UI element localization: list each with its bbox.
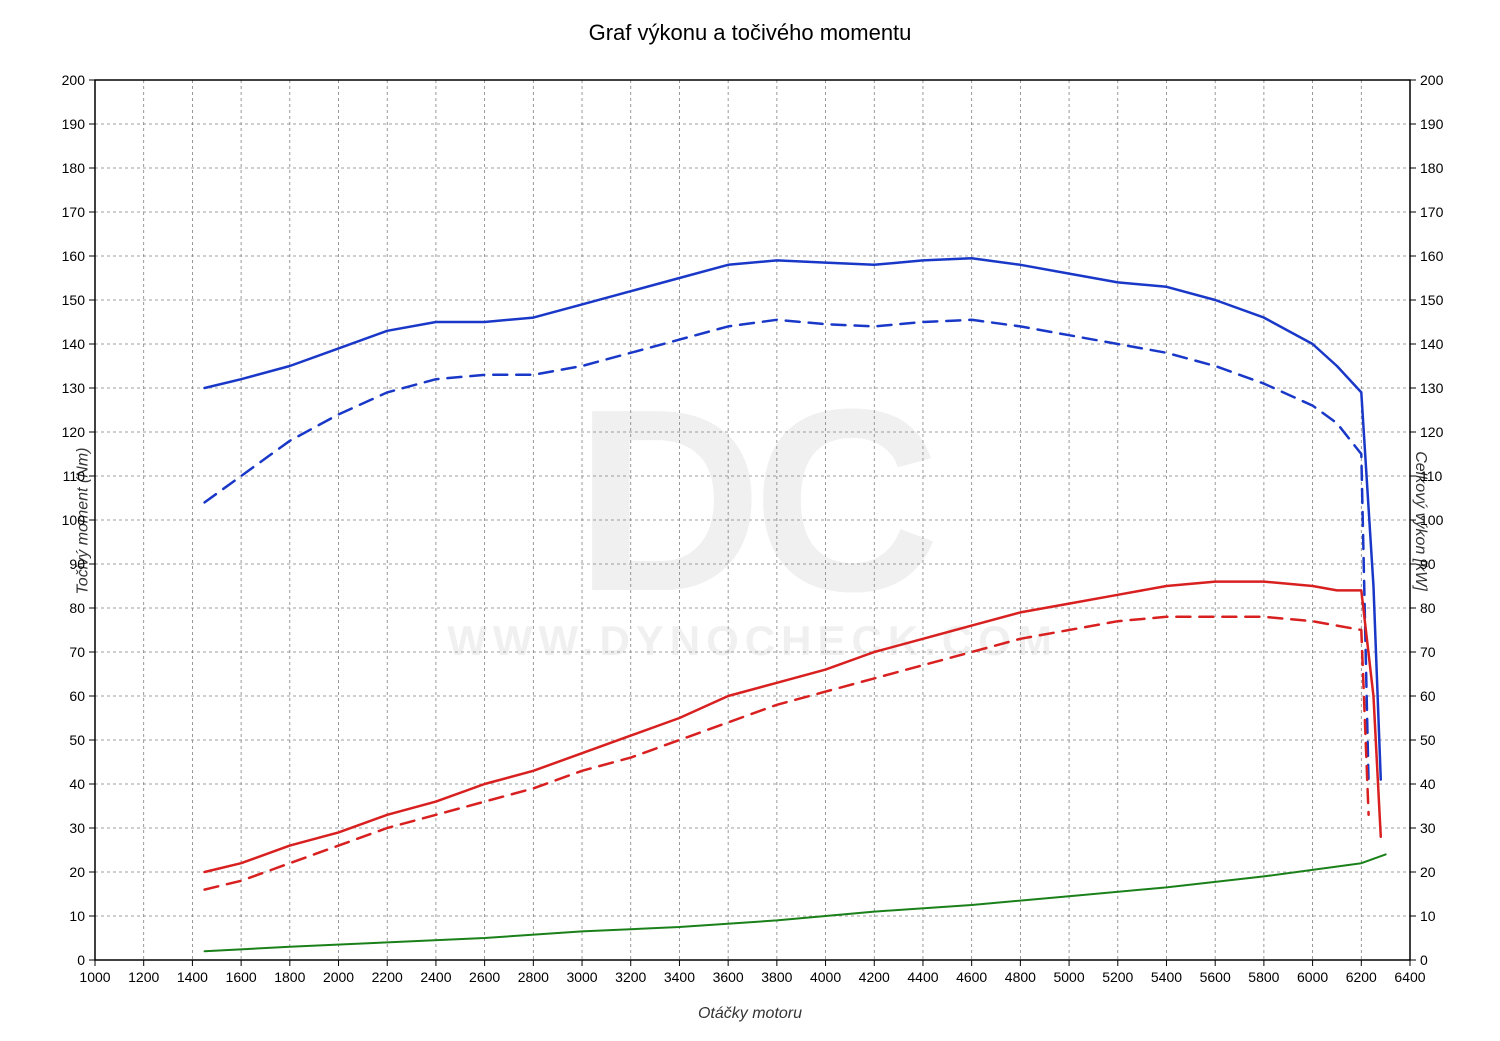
svg-text:140: 140 xyxy=(62,336,86,352)
svg-text:150: 150 xyxy=(62,292,86,308)
svg-text:160: 160 xyxy=(1420,248,1444,264)
svg-text:2200: 2200 xyxy=(372,969,403,985)
svg-text:0: 0 xyxy=(1420,952,1428,968)
svg-text:170: 170 xyxy=(1420,204,1444,220)
svg-text:190: 190 xyxy=(62,116,86,132)
svg-text:20: 20 xyxy=(1420,864,1436,880)
svg-text:40: 40 xyxy=(1420,776,1436,792)
svg-text:0: 0 xyxy=(77,952,85,968)
svg-text:70: 70 xyxy=(69,644,85,660)
svg-text:200: 200 xyxy=(1420,72,1444,88)
svg-text:4600: 4600 xyxy=(956,969,987,985)
svg-text:20: 20 xyxy=(69,864,85,880)
svg-text:5000: 5000 xyxy=(1053,969,1084,985)
svg-text:2400: 2400 xyxy=(420,969,451,985)
svg-text:130: 130 xyxy=(62,380,86,396)
svg-text:2600: 2600 xyxy=(469,969,500,985)
svg-text:60: 60 xyxy=(69,688,85,704)
svg-text:3000: 3000 xyxy=(566,969,597,985)
svg-text:100: 100 xyxy=(1420,512,1444,528)
svg-text:170: 170 xyxy=(62,204,86,220)
svg-text:120: 120 xyxy=(1420,424,1444,440)
svg-text:40: 40 xyxy=(69,776,85,792)
svg-text:90: 90 xyxy=(1420,556,1436,572)
svg-text:90: 90 xyxy=(69,556,85,572)
svg-text:110: 110 xyxy=(1420,468,1443,484)
svg-text:1200: 1200 xyxy=(128,969,159,985)
svg-text:180: 180 xyxy=(62,160,86,176)
svg-text:150: 150 xyxy=(1420,292,1444,308)
svg-text:2800: 2800 xyxy=(518,969,549,985)
svg-text:60: 60 xyxy=(1420,688,1436,704)
svg-text:130: 130 xyxy=(1420,380,1444,396)
svg-text:50: 50 xyxy=(1420,732,1436,748)
svg-text:10: 10 xyxy=(1420,908,1436,924)
svg-text:120: 120 xyxy=(62,424,86,440)
svg-text:5800: 5800 xyxy=(1248,969,1279,985)
chart-svg: DCWWW.DYNOCHECK.COM100012001400160018002… xyxy=(0,0,1500,1041)
svg-text:3600: 3600 xyxy=(713,969,744,985)
svg-text:3800: 3800 xyxy=(761,969,792,985)
svg-text:1400: 1400 xyxy=(177,969,208,985)
svg-text:1800: 1800 xyxy=(274,969,305,985)
svg-text:100: 100 xyxy=(62,512,86,528)
series-losses_solid xyxy=(205,854,1386,951)
svg-text:5200: 5200 xyxy=(1102,969,1133,985)
svg-text:3200: 3200 xyxy=(615,969,646,985)
svg-text:110: 110 xyxy=(63,468,86,484)
svg-text:80: 80 xyxy=(69,600,85,616)
svg-text:6400: 6400 xyxy=(1394,969,1425,985)
svg-text:30: 30 xyxy=(69,820,85,836)
svg-text:6200: 6200 xyxy=(1346,969,1377,985)
svg-text:4400: 4400 xyxy=(907,969,938,985)
svg-text:50: 50 xyxy=(69,732,85,748)
svg-text:WWW.DYNOCHECK.COM: WWW.DYNOCHECK.COM xyxy=(447,617,1058,664)
svg-text:4000: 4000 xyxy=(810,969,841,985)
svg-text:80: 80 xyxy=(1420,600,1436,616)
svg-text:1600: 1600 xyxy=(226,969,257,985)
svg-text:10: 10 xyxy=(69,908,85,924)
svg-text:190: 190 xyxy=(1420,116,1444,132)
svg-text:30: 30 xyxy=(1420,820,1436,836)
svg-text:6000: 6000 xyxy=(1297,969,1328,985)
svg-text:4200: 4200 xyxy=(859,969,890,985)
svg-text:DC: DC xyxy=(575,356,936,646)
chart-container: Graf výkonu a točivého momentu Točivý mo… xyxy=(0,0,1500,1041)
svg-text:1000: 1000 xyxy=(79,969,110,985)
svg-text:5600: 5600 xyxy=(1200,969,1231,985)
svg-text:4800: 4800 xyxy=(1005,969,1036,985)
svg-text:3400: 3400 xyxy=(664,969,695,985)
svg-text:140: 140 xyxy=(1420,336,1444,352)
svg-text:70: 70 xyxy=(1420,644,1436,660)
svg-text:200: 200 xyxy=(62,72,86,88)
svg-text:2000: 2000 xyxy=(323,969,354,985)
svg-text:5400: 5400 xyxy=(1151,969,1182,985)
svg-text:180: 180 xyxy=(1420,160,1444,176)
svg-text:160: 160 xyxy=(62,248,86,264)
